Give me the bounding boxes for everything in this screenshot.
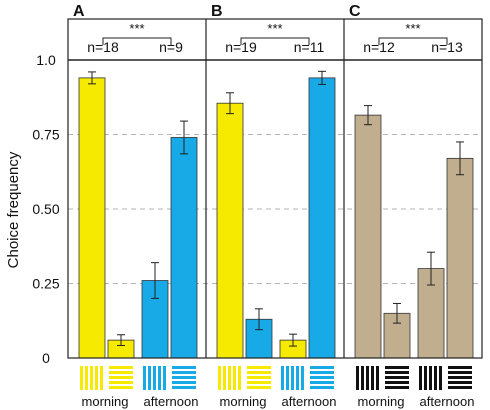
stripe-pattern-horizontal <box>448 371 472 374</box>
stripe-pattern-horizontal <box>247 371 271 374</box>
stripe-pattern-horizontal <box>385 371 409 374</box>
stripe-pattern-vertical <box>233 366 236 390</box>
stripe-pattern-vertical <box>371 366 374 390</box>
stripe-pattern-horizontal <box>385 376 409 379</box>
bar <box>78 77 106 359</box>
y-tick-label: 0.25 <box>32 276 59 292</box>
stripe-pattern-vertical <box>301 366 304 390</box>
stripe-pattern-horizontal <box>310 381 334 384</box>
sample-size-label: n=18 <box>87 39 119 55</box>
sample-size-label: n=9 <box>159 39 183 55</box>
stripe-pattern-horizontal <box>172 381 196 384</box>
stripe-pattern-horizontal <box>109 371 133 374</box>
stripe-pattern-horizontal <box>172 371 196 374</box>
stripe-pattern-vertical <box>228 366 231 390</box>
significance-bracket <box>240 37 310 45</box>
x-group-label: morning <box>220 394 267 409</box>
stripe-pattern-vertical <box>286 366 289 390</box>
stripe-pattern-horizontal <box>247 366 271 369</box>
stripe-pattern-vertical <box>223 366 226 390</box>
x-group-label: afternoon <box>420 394 475 409</box>
stripe-pattern-vertical <box>143 366 146 390</box>
stripe-pattern-vertical <box>238 366 241 390</box>
stripe-pattern-vertical <box>356 366 359 390</box>
bar <box>446 157 474 359</box>
stripe-pattern-vertical <box>366 366 369 390</box>
y-tick-label: 0 <box>42 350 50 366</box>
stripe-pattern-vertical <box>85 366 88 390</box>
y-tick-label: 0.75 <box>32 127 59 143</box>
stripe-pattern-horizontal <box>385 366 409 369</box>
stripe-pattern-horizontal <box>310 366 334 369</box>
stripe-pattern-vertical <box>291 366 294 390</box>
significance-stars: *** <box>267 21 282 36</box>
bar <box>170 137 198 359</box>
stripe-pattern-horizontal <box>109 381 133 384</box>
stripe-pattern-vertical <box>95 366 98 390</box>
stripe-pattern-horizontal <box>109 376 133 379</box>
stripe-pattern-vertical <box>218 366 221 390</box>
stripe-pattern-vertical <box>376 366 379 390</box>
stripe-pattern-horizontal <box>385 386 409 389</box>
sample-size-label: n=11 <box>294 39 325 55</box>
x-group-label: afternoon <box>282 394 337 409</box>
y-tick-label: 0.50 <box>32 201 59 217</box>
sample-size-label: n=13 <box>431 39 463 55</box>
significance-bracket <box>378 37 448 45</box>
plot-frame <box>67 18 483 359</box>
sample-size-label: n=19 <box>225 39 257 55</box>
stripe-pattern-vertical <box>439 366 442 390</box>
stripe-pattern-horizontal <box>385 381 409 384</box>
stripe-pattern-horizontal <box>109 366 133 369</box>
stripe-pattern-horizontal <box>247 386 271 389</box>
stripe-pattern-vertical <box>153 366 156 390</box>
significance-stars: *** <box>129 21 144 36</box>
bar <box>308 77 336 359</box>
panel-label: C <box>349 3 361 20</box>
significance-stars: *** <box>405 21 420 36</box>
y-axis-label: Choice frequency <box>5 151 22 268</box>
bar <box>216 102 244 359</box>
significance-bracket <box>102 37 172 45</box>
stripe-pattern-horizontal <box>172 366 196 369</box>
stripe-pattern-horizontal <box>247 376 271 379</box>
stripe-pattern-horizontal <box>310 371 334 374</box>
grid-layer <box>68 134 482 284</box>
stripe-pattern-vertical <box>163 366 166 390</box>
stripe-pattern-horizontal <box>448 381 472 384</box>
stripe-pattern-vertical <box>80 366 83 390</box>
stripe-pattern-vertical <box>296 366 299 390</box>
panel-label: A <box>73 3 85 20</box>
stripe-pattern-horizontal <box>448 366 472 369</box>
stripe-pattern-vertical <box>281 366 284 390</box>
bar <box>354 114 382 359</box>
stripe-pattern-vertical <box>100 366 103 390</box>
stripe-pattern-vertical <box>419 366 422 390</box>
x-group-label: morning <box>82 394 129 409</box>
x-group-label: afternoon <box>144 394 199 409</box>
y-tick-label: 1.0 <box>36 52 56 68</box>
stripe-pattern-horizontal <box>172 386 196 389</box>
x-group-label: morning <box>358 394 405 409</box>
stripe-pattern-horizontal <box>448 386 472 389</box>
stripe-pattern-vertical <box>361 366 364 390</box>
stripe-pattern-vertical <box>148 366 151 390</box>
stripe-pattern-vertical <box>434 366 437 390</box>
stripe-pattern-horizontal <box>310 386 334 389</box>
panel-label: B <box>211 3 223 20</box>
stripe-pattern-horizontal <box>172 376 196 379</box>
stripe-pattern-horizontal <box>310 376 334 379</box>
text-layer: 0 0.25 0.50 0.75 1.0 An=18 n=9 *** morning aftern… <box>32 3 474 409</box>
sample-size-label: n=12 <box>363 39 395 55</box>
bars-layer <box>78 70 474 390</box>
stripe-pattern-horizontal <box>109 386 133 389</box>
stripe-pattern-vertical <box>90 366 93 390</box>
frame-layer <box>67 18 483 359</box>
stripe-pattern-horizontal <box>448 376 472 379</box>
stripe-pattern-vertical <box>429 366 432 390</box>
stripe-pattern-horizontal <box>247 381 271 384</box>
stripe-pattern-vertical <box>424 366 427 390</box>
stripe-pattern-vertical <box>158 366 161 390</box>
